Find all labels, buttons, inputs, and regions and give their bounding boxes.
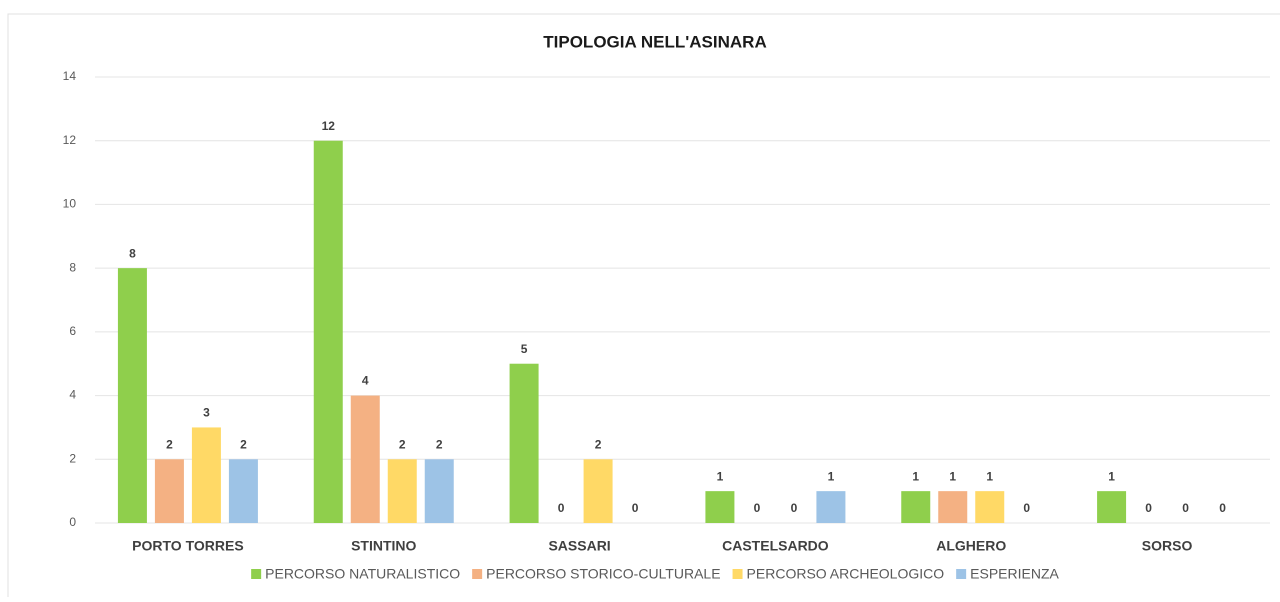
bar	[424, 459, 454, 523]
data-label: 2	[399, 437, 406, 451]
bar	[509, 363, 539, 523]
bar	[901, 491, 931, 523]
x-tick-label: CASTELSARDO	[722, 538, 829, 554]
bar	[938, 491, 968, 523]
y-tick-label: 8	[69, 260, 76, 274]
data-label: 0	[1219, 501, 1226, 515]
chart-title: TIPOLOGIA NELL'ASINARA	[543, 32, 766, 51]
data-label: 12	[322, 119, 336, 133]
data-label: 1	[828, 469, 835, 483]
data-label: 4	[362, 374, 369, 388]
chart-frame	[7, 13, 1280, 602]
legend-swatch	[251, 569, 262, 579]
data-label: 8	[129, 246, 136, 260]
legend-swatch	[732, 569, 743, 579]
data-label: 0	[1182, 501, 1189, 515]
data-label: 1	[717, 469, 724, 483]
legend-label: PERCORSO ARCHEOLOGICO	[747, 566, 945, 582]
x-tick-label: SORSO	[1142, 538, 1193, 554]
bar	[228, 459, 258, 523]
bar	[1097, 491, 1127, 523]
y-tick-label: 12	[63, 133, 77, 147]
legend-label: PERCORSO STORICO-CULTURALE	[486, 566, 720, 582]
bar	[154, 459, 184, 523]
data-label: 1	[949, 469, 956, 483]
x-tick-label: ALGHERO	[936, 538, 1006, 554]
data-label: 0	[791, 501, 798, 515]
data-label: 2	[240, 437, 247, 451]
y-tick-label: 14	[63, 69, 77, 83]
bar	[387, 459, 417, 523]
data-label: 0	[632, 501, 639, 515]
data-label: 0	[1145, 501, 1152, 515]
bar	[350, 395, 380, 523]
bar	[705, 491, 735, 523]
data-label: 1	[1108, 469, 1115, 483]
data-label: 1	[912, 469, 919, 483]
legend-swatch	[956, 569, 967, 579]
bar	[191, 427, 221, 523]
data-label: 3	[203, 406, 210, 420]
y-tick-label: 6	[69, 324, 76, 338]
bar	[313, 140, 343, 523]
y-tick-label: 4	[69, 388, 76, 402]
bar	[975, 491, 1005, 523]
data-label: 2	[436, 437, 443, 451]
data-label: 0	[1023, 501, 1030, 515]
y-tick-label: 10	[63, 197, 77, 211]
legend-label: ESPERIENZA	[970, 566, 1059, 582]
bar	[583, 459, 613, 523]
data-label: 5	[521, 342, 528, 356]
legend-label: PERCORSO NATURALISTICO	[265, 566, 460, 582]
data-label: 2	[595, 437, 602, 451]
data-label: 0	[558, 501, 565, 515]
data-label: 0	[754, 501, 761, 515]
y-tick-label: 2	[69, 451, 76, 465]
legend-swatch	[472, 569, 483, 579]
x-tick-label: PORTO TORRES	[132, 538, 244, 554]
x-tick-label: STINTINO	[351, 538, 416, 554]
y-tick-label: 0	[69, 515, 76, 529]
data-label: 1	[986, 469, 993, 483]
x-tick-label: SASSARI	[548, 538, 610, 554]
bar	[816, 491, 846, 523]
bar	[117, 268, 147, 523]
data-label: 2	[166, 437, 173, 451]
